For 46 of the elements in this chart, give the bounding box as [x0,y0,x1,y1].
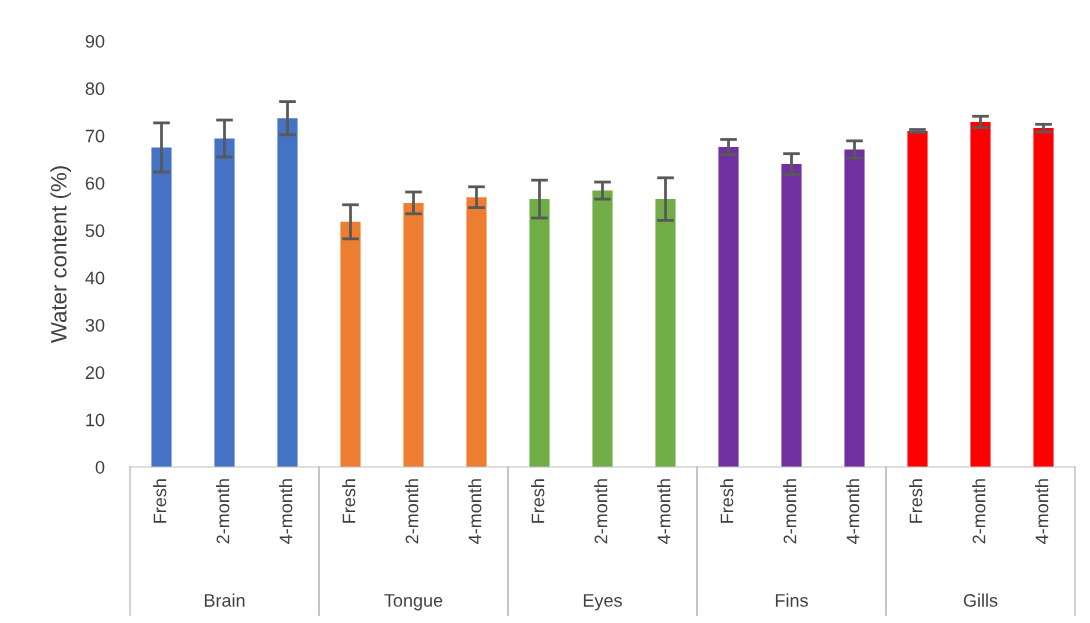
x-tick-label: 4-month [468,479,482,544]
bar [1033,128,1054,467]
text: Fins [775,593,808,607]
bar [781,164,802,467]
text: Brain [204,593,245,607]
y-tick-label: 90 [85,34,105,48]
bar [466,197,487,467]
bar [907,130,928,467]
x-tick-label: 2-month [594,479,608,544]
bar [718,147,739,467]
bar [970,121,991,467]
bar [529,199,550,467]
y-tick-label: 30 [85,318,105,332]
x-tick-label: 4-month [279,479,293,544]
bar [592,190,613,467]
y-tick-label: 40 [85,271,105,285]
x-tick-label: 2-month [405,479,419,544]
bar [151,147,172,467]
y-tick-label: 10 [86,413,105,427]
y-tick-label: 80 [85,82,105,96]
bar [340,221,361,467]
bar [214,138,235,467]
bar [844,149,865,467]
x-tick-label: 4-month [1035,479,1049,544]
y-tick-label: 0 [95,460,105,474]
text: Tongue [384,594,443,611]
text: Gills [963,593,998,607]
x-tick-label: Fresh [720,479,734,523]
y-tick-label: 50 [85,224,105,238]
x-tick-label: Fresh [153,479,167,523]
x-tick-label: 4-month [846,479,860,544]
x-tick-label: Fresh [342,479,356,523]
bar [655,199,676,467]
x-tick-label: 2-month [972,479,986,544]
y-tick-label: 20 [85,366,105,380]
bar [403,202,424,467]
y-axis-title: Water content (%) [50,166,72,344]
bar [277,118,298,467]
x-tick-label: 2-month [783,479,797,544]
x-tick-label: 2-month [216,479,230,544]
x-tick-label: 4-month [657,479,671,544]
text: Eyes [583,594,622,611]
x-tick-label: Fresh [909,479,923,523]
y-tick-label: 70 [85,129,105,143]
x-tick-label: Fresh [531,479,545,523]
y-tick-label: 60 [85,176,105,190]
